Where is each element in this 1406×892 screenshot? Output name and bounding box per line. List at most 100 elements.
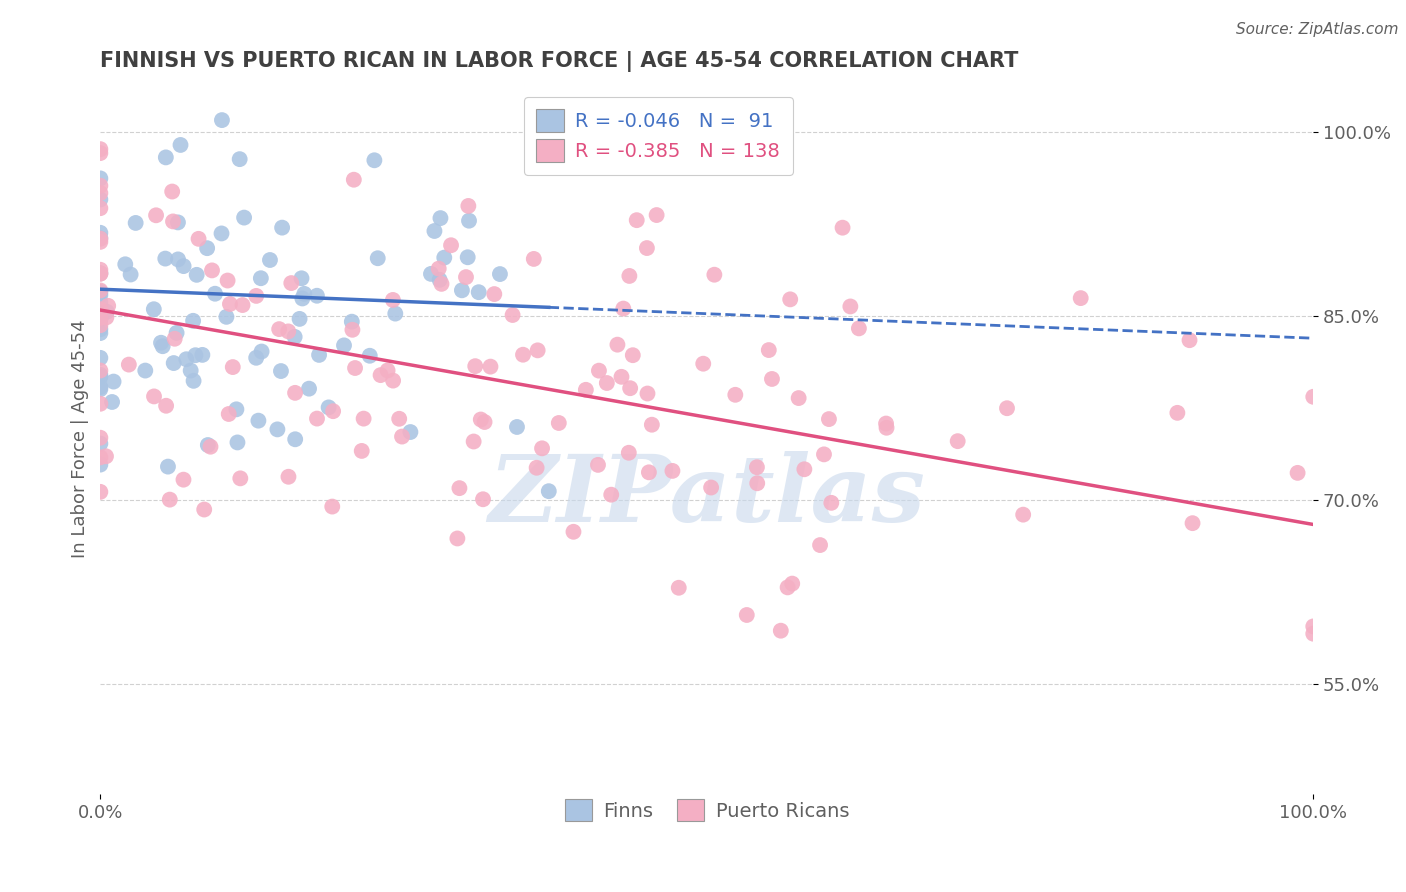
Point — [995, 401, 1018, 416]
Point — [200, 440, 222, 454]
Point — [645, 208, 668, 222]
Point — [193, 502, 215, 516]
Point — [231, 298, 253, 312]
Point — [367, 252, 389, 266]
Point — [429, 211, 451, 226]
Text: Source: ZipAtlas.com: Source: ZipAtlas.com — [1236, 22, 1399, 37]
Point — [94, 450, 117, 464]
Point — [610, 369, 633, 384]
Point — [169, 138, 191, 153]
Point — [1302, 390, 1324, 404]
Point — [636, 241, 658, 255]
Point — [89, 146, 111, 161]
Point — [222, 360, 245, 375]
Point — [166, 326, 188, 340]
Point — [463, 434, 485, 449]
Point — [344, 361, 367, 376]
Point — [89, 302, 111, 317]
Point — [181, 314, 204, 328]
Point — [429, 273, 451, 287]
Point — [173, 259, 195, 273]
Point — [526, 460, 548, 475]
Point — [211, 227, 233, 241]
Point — [776, 580, 799, 594]
Point — [1178, 333, 1201, 347]
Point — [446, 532, 468, 546]
Point — [298, 382, 321, 396]
Point — [89, 363, 111, 377]
Point — [259, 252, 281, 267]
Point — [89, 368, 111, 382]
Point — [692, 357, 714, 371]
Point — [217, 274, 239, 288]
Point — [89, 322, 111, 336]
Point — [145, 208, 167, 222]
Point — [391, 429, 413, 443]
Point — [89, 382, 111, 396]
Point — [191, 348, 214, 362]
Point — [187, 232, 209, 246]
Point — [305, 411, 328, 425]
Point — [600, 488, 623, 502]
Point — [120, 268, 142, 282]
Point — [101, 395, 124, 409]
Point — [215, 310, 238, 324]
Point — [155, 399, 177, 413]
Point — [808, 538, 831, 552]
Point — [363, 153, 385, 168]
Point — [454, 270, 477, 285]
Point — [464, 359, 486, 373]
Point — [97, 299, 120, 313]
Point — [277, 469, 299, 483]
Point — [226, 435, 249, 450]
Point — [562, 524, 585, 539]
Point — [876, 421, 898, 435]
Point — [423, 224, 446, 238]
Point — [142, 302, 165, 317]
Point — [89, 284, 111, 298]
Point — [399, 425, 422, 439]
Point — [1181, 516, 1204, 531]
Point — [596, 376, 619, 390]
Point — [575, 383, 598, 397]
Point — [780, 576, 803, 591]
Point — [619, 381, 641, 395]
Point — [162, 214, 184, 228]
Point — [531, 442, 554, 456]
Point — [186, 268, 208, 282]
Point — [284, 385, 307, 400]
Point — [359, 349, 381, 363]
Point — [89, 326, 111, 340]
Point — [89, 171, 111, 186]
Point — [818, 412, 841, 426]
Point — [472, 492, 495, 507]
Point — [277, 325, 299, 339]
Point — [467, 285, 489, 300]
Point — [96, 310, 118, 325]
Point — [118, 358, 141, 372]
Point — [526, 343, 548, 358]
Point — [89, 267, 111, 281]
Point — [290, 271, 312, 285]
Point — [430, 277, 453, 291]
Point — [661, 464, 683, 478]
Point — [143, 389, 166, 403]
Y-axis label: In Labor Force | Age 45-54: In Labor Force | Age 45-54 — [72, 319, 89, 558]
Point — [848, 321, 870, 335]
Point — [484, 287, 506, 301]
Point — [152, 339, 174, 353]
Point — [761, 372, 783, 386]
Point — [523, 252, 546, 266]
Legend: Finns, Puerto Ricans: Finns, Puerto Ricans — [553, 787, 862, 834]
Point — [228, 152, 250, 166]
Point — [89, 235, 111, 249]
Point — [440, 238, 463, 252]
Point — [89, 262, 111, 277]
Point — [172, 473, 194, 487]
Point — [1286, 466, 1309, 480]
Point — [89, 397, 111, 411]
Point — [382, 374, 405, 388]
Point — [318, 401, 340, 415]
Point — [89, 186, 111, 200]
Point — [619, 268, 641, 283]
